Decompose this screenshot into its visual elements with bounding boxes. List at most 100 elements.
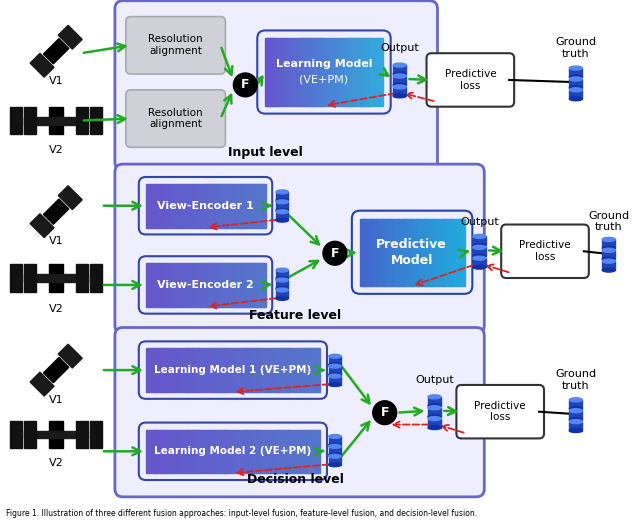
- Ellipse shape: [570, 428, 582, 433]
- Bar: [351, 38, 354, 106]
- Bar: [417, 219, 420, 286]
- Bar: [257, 184, 260, 228]
- Ellipse shape: [570, 407, 582, 411]
- Bar: [305, 348, 309, 392]
- Bar: [152, 263, 154, 306]
- Bar: [184, 184, 186, 228]
- Bar: [273, 429, 277, 473]
- Ellipse shape: [393, 94, 406, 98]
- Ellipse shape: [570, 419, 582, 424]
- Bar: [243, 184, 246, 228]
- Ellipse shape: [329, 443, 341, 447]
- Bar: [204, 184, 206, 228]
- Bar: [428, 397, 441, 406]
- FancyBboxPatch shape: [115, 164, 484, 334]
- Text: V2: V2: [49, 304, 63, 314]
- Bar: [276, 270, 288, 279]
- Ellipse shape: [473, 256, 486, 260]
- Bar: [188, 263, 190, 306]
- Bar: [189, 184, 192, 228]
- Bar: [237, 184, 240, 228]
- Bar: [192, 348, 196, 392]
- Bar: [230, 429, 234, 473]
- Bar: [162, 263, 164, 306]
- Bar: [259, 184, 262, 228]
- Bar: [30, 214, 54, 237]
- Bar: [168, 263, 170, 306]
- Bar: [178, 184, 180, 228]
- Bar: [377, 38, 380, 106]
- Bar: [276, 429, 280, 473]
- Bar: [30, 53, 54, 77]
- Bar: [221, 263, 224, 306]
- Bar: [317, 348, 321, 392]
- Bar: [386, 219, 388, 286]
- Bar: [344, 38, 346, 106]
- Bar: [214, 184, 216, 228]
- Bar: [184, 429, 187, 473]
- Bar: [381, 219, 383, 286]
- Bar: [376, 219, 378, 286]
- Bar: [314, 429, 317, 473]
- Bar: [408, 219, 411, 286]
- Bar: [168, 184, 170, 228]
- Bar: [150, 184, 152, 228]
- Ellipse shape: [276, 210, 288, 213]
- Bar: [24, 117, 88, 124]
- Bar: [259, 429, 262, 473]
- Bar: [377, 219, 380, 286]
- Ellipse shape: [570, 66, 582, 70]
- Bar: [198, 429, 202, 473]
- Bar: [419, 219, 421, 286]
- Bar: [164, 184, 166, 228]
- Bar: [276, 290, 288, 299]
- Bar: [391, 219, 394, 286]
- Ellipse shape: [570, 408, 582, 413]
- Bar: [461, 219, 463, 286]
- Bar: [570, 68, 582, 77]
- Bar: [259, 348, 262, 392]
- Ellipse shape: [329, 363, 341, 367]
- Bar: [152, 429, 155, 473]
- Ellipse shape: [570, 97, 582, 101]
- Text: F: F: [331, 247, 339, 260]
- Bar: [271, 429, 274, 473]
- Bar: [456, 219, 458, 286]
- Ellipse shape: [276, 287, 288, 290]
- Bar: [285, 38, 287, 106]
- Bar: [225, 263, 228, 306]
- Bar: [297, 348, 300, 392]
- Bar: [173, 184, 176, 228]
- Bar: [276, 348, 280, 392]
- Bar: [369, 38, 371, 106]
- Bar: [364, 219, 365, 286]
- Bar: [24, 107, 36, 134]
- Bar: [152, 348, 155, 392]
- Bar: [24, 430, 88, 438]
- Bar: [473, 247, 486, 256]
- Bar: [210, 429, 213, 473]
- Bar: [178, 263, 180, 306]
- Bar: [602, 240, 615, 248]
- Bar: [422, 219, 425, 286]
- Ellipse shape: [276, 198, 288, 202]
- Bar: [172, 348, 175, 392]
- Bar: [435, 219, 437, 286]
- Bar: [367, 219, 369, 286]
- FancyBboxPatch shape: [501, 224, 589, 278]
- Bar: [263, 184, 266, 228]
- Bar: [332, 38, 334, 106]
- Bar: [220, 263, 222, 306]
- Bar: [375, 38, 378, 106]
- Ellipse shape: [276, 278, 288, 282]
- Bar: [570, 422, 582, 430]
- Ellipse shape: [428, 395, 441, 399]
- Bar: [265, 348, 268, 392]
- Bar: [204, 348, 207, 392]
- Bar: [216, 429, 219, 473]
- Bar: [449, 219, 451, 286]
- Bar: [90, 107, 102, 134]
- Ellipse shape: [473, 243, 486, 247]
- Text: V2: V2: [49, 458, 63, 468]
- Bar: [371, 38, 373, 106]
